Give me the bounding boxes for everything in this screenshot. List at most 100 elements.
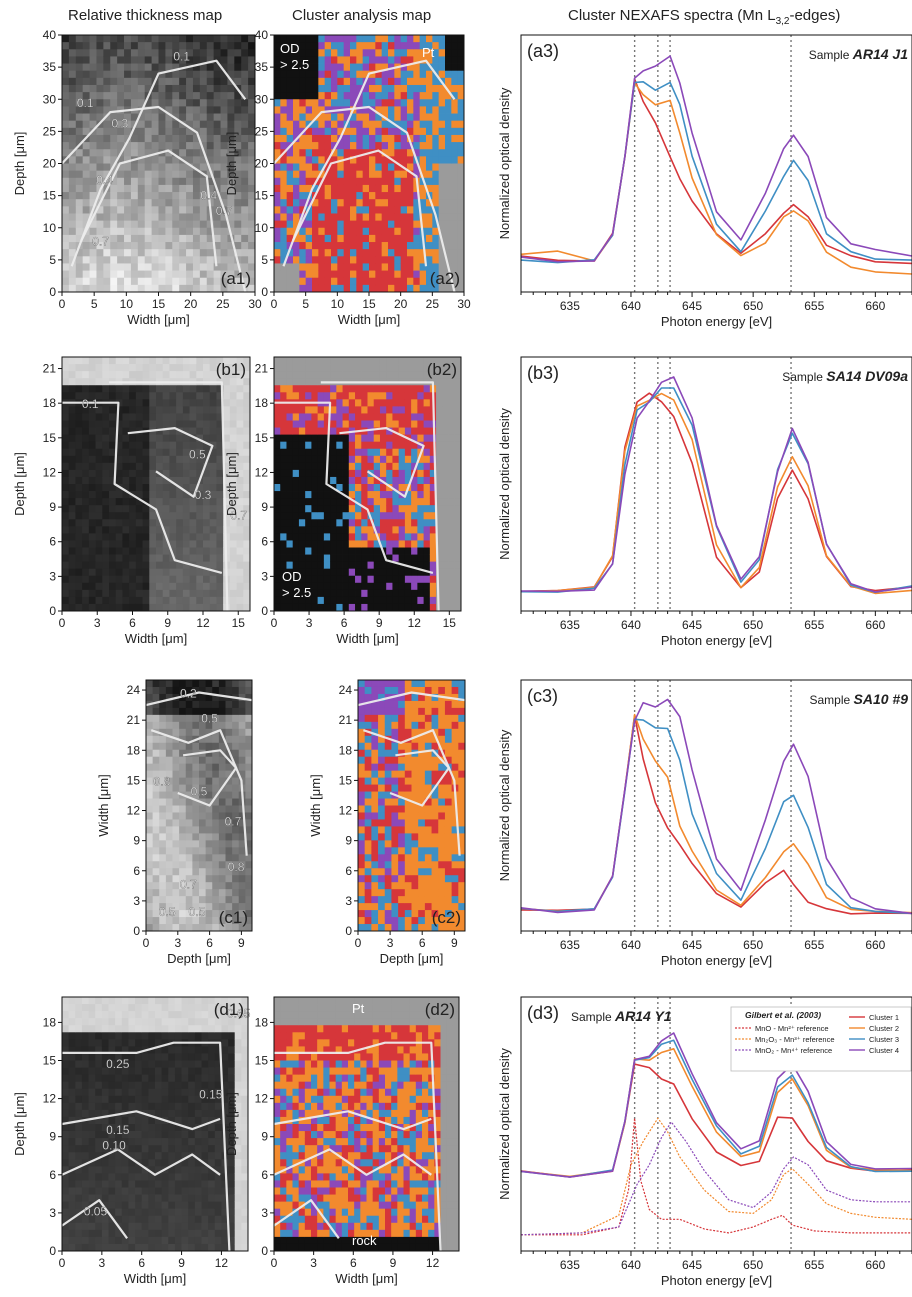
map-pixel (388, 220, 395, 229)
map-pixel (192, 721, 200, 730)
map-pixel (82, 434, 90, 443)
map-pixel (62, 533, 70, 541)
map-pixel (317, 533, 325, 541)
map-pixel (445, 120, 452, 129)
map-pixel (209, 357, 217, 365)
map-pixel (457, 56, 465, 64)
map-pixel (330, 540, 337, 548)
map-pixel (232, 798, 240, 806)
map-pixel (115, 603, 123, 612)
x-tick-label: 10 (331, 297, 345, 311)
map-pixel (196, 568, 204, 577)
map-pixel (236, 575, 244, 584)
map-pixel (423, 455, 431, 464)
map-pixel (299, 170, 307, 179)
map-pixel (236, 469, 244, 478)
map-pixel (95, 603, 103, 612)
map-pixel (169, 498, 177, 506)
map-pixel (280, 192, 288, 200)
map-pixel (144, 77, 152, 86)
map-pixel (436, 484, 443, 492)
map-pixel (299, 142, 307, 150)
y-tick-label: 0 (49, 285, 56, 299)
map-pixel (182, 357, 190, 365)
map-pixel (317, 420, 325, 428)
map-pixel (286, 92, 294, 100)
map-pixel (375, 234, 383, 243)
map-pixel (330, 371, 337, 379)
map-pixel (179, 777, 187, 785)
map-pixel (82, 420, 90, 428)
map-pixel (182, 526, 190, 534)
map-pixel (350, 184, 357, 193)
map-pixel (68, 120, 77, 129)
map-pixel (432, 35, 440, 43)
map-pixel (367, 575, 375, 584)
map-pixel (375, 192, 383, 200)
map-pixel (238, 924, 246, 932)
map-pixel (448, 498, 456, 506)
map-pixel (196, 385, 204, 393)
map-pixel (151, 220, 159, 229)
map-pixel (400, 149, 408, 157)
map-pixel (213, 234, 221, 243)
map-pixel (82, 498, 90, 506)
map-pixel (245, 812, 253, 820)
map-pixel (355, 603, 362, 612)
map-pixel (137, 92, 146, 100)
map-pixel (274, 199, 281, 207)
map-pixel (186, 77, 194, 86)
map-pixel (203, 582, 211, 591)
map-pixel (115, 568, 123, 577)
map-pixel (182, 582, 190, 591)
map-pixel (142, 385, 150, 393)
map-pixel (137, 120, 146, 129)
map-pixel (232, 910, 240, 918)
map-pixel (323, 357, 331, 365)
map-pixel (122, 575, 130, 584)
map-pixel (448, 406, 456, 414)
map-pixel (142, 420, 150, 428)
map-pixel (159, 812, 167, 820)
map-pixel (236, 519, 244, 527)
map-pixel (182, 469, 190, 478)
map-pixel (280, 561, 287, 570)
map-pixel (227, 99, 235, 107)
map-pixel (336, 568, 343, 577)
map-pixel (448, 441, 456, 450)
map-pixel (96, 63, 104, 72)
map-pixel (411, 505, 418, 513)
map-pixel (156, 462, 164, 471)
map-pixel (362, 163, 370, 172)
map-pixel (225, 763, 233, 772)
map-pixel (274, 120, 281, 129)
map-pixel (280, 99, 288, 107)
map-pixel (89, 263, 97, 271)
map-pixel (398, 575, 406, 584)
map-pixel (236, 582, 244, 591)
map-pixel (362, 192, 370, 200)
map-pixel (298, 448, 306, 457)
map-pixel (203, 434, 211, 443)
map-pixel (212, 812, 220, 820)
map-pixel (280, 206, 288, 214)
map-pixel (274, 568, 281, 577)
map-pixel (159, 791, 167, 799)
map-pixel (245, 889, 253, 897)
map-pixel (117, 277, 125, 286)
map-pixel (103, 127, 111, 136)
map-pixel (165, 263, 173, 271)
map-pixel (305, 270, 313, 279)
map-pixel (331, 35, 338, 43)
map-pixel (179, 819, 187, 827)
map-pixel (358, 721, 366, 730)
map-pixel (135, 540, 143, 548)
map-pixel (274, 99, 281, 107)
map-pixel (312, 99, 319, 107)
map-pixel (245, 680, 253, 688)
map-pixel (212, 742, 220, 751)
map-pixel (274, 227, 281, 236)
map-pixel (162, 575, 170, 584)
x-tick-label: 0 (59, 616, 66, 630)
y-tick-label: 9 (49, 500, 56, 514)
